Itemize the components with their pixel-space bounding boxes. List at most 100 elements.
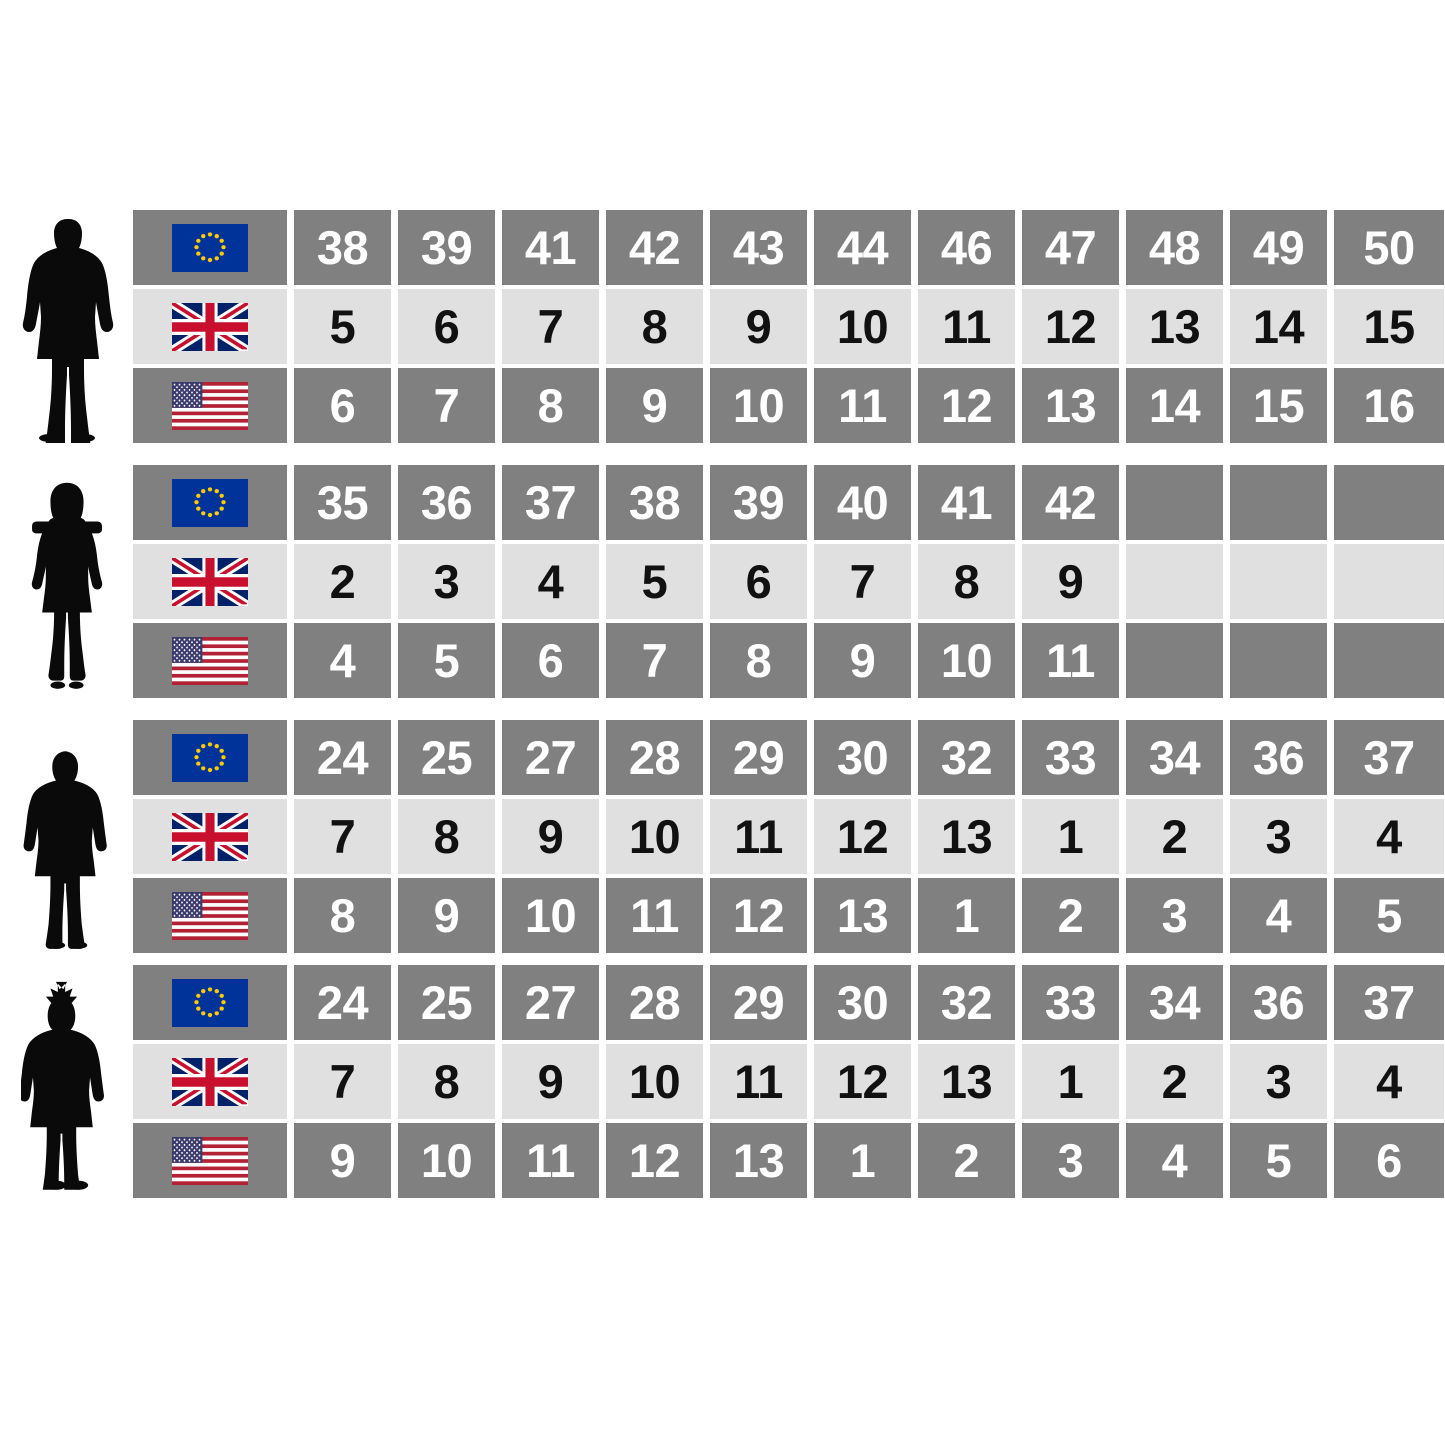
size-cell: 50 [1334,210,1444,285]
us-flag-icon [172,892,248,940]
size-cell: 30 [814,720,911,795]
size-cell: 9 [814,623,911,698]
size-cell: 11 [1022,623,1119,698]
table-row: 7 8 9 10 11 12 13 1 2 3 4 [133,1044,1445,1119]
size-cell: 12 [918,368,1015,443]
size-cell: 42 [1022,465,1119,540]
size-cell: 29 [710,965,807,1040]
size-cell: 29 [710,720,807,795]
flag-cell-uk [133,799,287,874]
size-cell: 7 [502,289,599,364]
size-cell: 34 [1126,720,1223,795]
size-cell: 33 [1022,965,1119,1040]
size-cell: 24 [294,720,391,795]
size-cell: 44 [814,210,911,285]
size-cell: 2 [1126,799,1223,874]
size-cell: 7 [294,1044,391,1119]
size-cell: 12 [710,878,807,953]
size-cell: 1 [918,878,1015,953]
size-cell: 39 [398,210,495,285]
size-cell: 8 [918,544,1015,619]
size-cell: 3 [398,544,495,619]
size-cell: 11 [918,289,1015,364]
size-cell: 5 [1230,1123,1327,1198]
eu-flag-icon [172,224,248,272]
figure-cell-girls [0,965,133,1198]
table-row: 24 25 27 28 29 30 32 33 34 36 37 [133,720,1445,795]
size-cell: 27 [502,720,599,795]
size-cell: 13 [1022,368,1119,443]
size-cell: 8 [606,289,703,364]
size-cell: 28 [606,720,703,795]
flag-cell-us [133,623,287,698]
size-cell: 48 [1126,210,1223,285]
size-cell: 12 [814,799,911,874]
size-cell: 5 [398,623,495,698]
size-cell: 5 [1334,878,1444,953]
size-block-women: 35 36 37 38 39 40 41 42 2 3 4 5 6 7 8 9 4 5 6 7 8 9 10 11 [0,465,1445,698]
size-cell: 10 [502,878,599,953]
size-cell: 3 [1022,1123,1119,1198]
size-cell: 8 [710,623,807,698]
size-cell: 13 [1126,289,1223,364]
size-cell: 13 [918,799,1015,874]
size-cell: 10 [398,1123,495,1198]
size-cell: 36 [1230,720,1327,795]
size-cell: 32 [918,720,1015,795]
figure-cell-men [0,210,133,443]
size-cell-empty [1126,544,1223,619]
size-cell: 2 [294,544,391,619]
size-cell: 9 [502,799,599,874]
uk-flag-icon [172,1058,248,1106]
size-cell: 10 [606,1044,703,1119]
size-block-girls: 24 25 27 28 29 30 32 33 34 36 37 7 8 9 10 11 12 13 1 2 3 4 9 10… [0,965,1445,1198]
size-cell: 15 [1334,289,1444,364]
size-cell: 37 [502,465,599,540]
us-flag-icon [172,1137,248,1185]
size-cell: 10 [710,368,807,443]
size-cell: 14 [1126,368,1223,443]
size-cell: 12 [1022,289,1119,364]
table-row: 5 6 7 8 9 10 11 12 13 14 15 [133,289,1445,364]
size-cell: 11 [606,878,703,953]
flag-cell-eu [133,965,287,1040]
size-cell: 3 [1126,878,1223,953]
size-cell-empty [1230,623,1327,698]
size-cell: 6 [502,623,599,698]
flag-cell-uk [133,544,287,619]
size-cell: 37 [1334,720,1444,795]
size-cell: 4 [1126,1123,1223,1198]
figure-cell-women [0,465,133,698]
eu-flag-icon [172,979,248,1027]
size-cell: 6 [1334,1123,1444,1198]
size-cell: 10 [606,799,703,874]
size-cell: 49 [1230,210,1327,285]
size-cell: 9 [710,289,807,364]
man-silhouette-icon [17,213,117,443]
table-row: 4 5 6 7 8 9 10 11 [133,623,1445,698]
size-cell: 11 [710,799,807,874]
size-cell: 7 [606,623,703,698]
size-cell: 9 [502,1044,599,1119]
size-cell: 14 [1230,289,1327,364]
size-cell: 3 [1230,1044,1327,1119]
size-cell: 13 [918,1044,1015,1119]
size-cell: 39 [710,465,807,540]
size-cell: 46 [918,210,1015,285]
figure-cell-boys [0,720,133,953]
size-cell: 41 [502,210,599,285]
uk-flag-icon [172,813,248,861]
size-cell: 38 [294,210,391,285]
size-cell: 4 [1334,1044,1444,1119]
us-flag-icon [172,637,248,685]
size-cell: 8 [294,878,391,953]
size-cell: 9 [398,878,495,953]
size-cell: 9 [294,1123,391,1198]
size-cell: 15 [1230,368,1327,443]
size-cell: 8 [398,799,495,874]
eu-flag-icon [172,734,248,782]
size-cell: 11 [710,1044,807,1119]
size-cell: 7 [814,544,911,619]
size-grid-women: 35 36 37 38 39 40 41 42 2 3 4 5 6 7 8 9 4 5 6 7 8 9 10 11 [133,465,1445,698]
